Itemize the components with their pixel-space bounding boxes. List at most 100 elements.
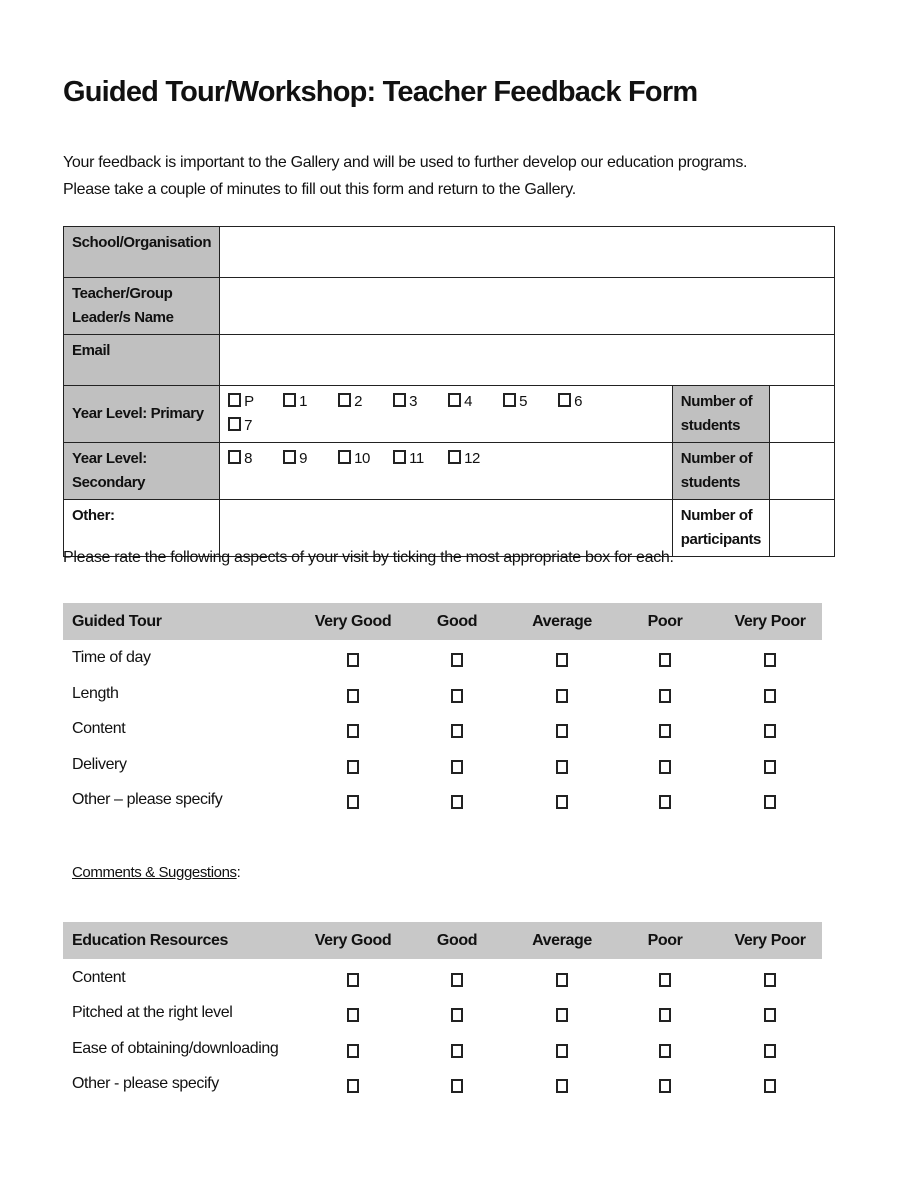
rating-checkbox[interactable] <box>764 653 776 667</box>
rating-checkbox[interactable] <box>659 688 671 703</box>
participants-field[interactable] <box>769 499 835 557</box>
rating-checkbox[interactable] <box>659 1043 671 1058</box>
checkbox[interactable] <box>228 450 242 464</box>
rating-checkbox[interactable] <box>659 653 671 667</box>
checkbox[interactable] <box>228 417 242 431</box>
rating-checkbox[interactable] <box>556 1043 568 1058</box>
email-field[interactable] <box>219 334 835 386</box>
year-level-option[interactable]: 4 <box>448 390 503 414</box>
comments-colon: : <box>236 864 241 881</box>
checkbox[interactable] <box>503 393 517 407</box>
rating-row-label: Other – please specify <box>72 791 223 808</box>
rating-checkbox[interactable] <box>556 1078 568 1093</box>
rating-checkbox[interactable] <box>764 1078 776 1093</box>
year-level-option[interactable]: 9 <box>283 447 338 471</box>
rating-checkbox[interactable] <box>451 759 463 774</box>
checkbox[interactable] <box>283 393 297 407</box>
rating-checkbox[interactable] <box>659 795 671 809</box>
checkbox[interactable] <box>228 393 242 407</box>
rating-checkbox[interactable] <box>764 759 776 774</box>
year-level-option[interactable]: 1 <box>283 390 338 414</box>
rating-checkbox[interactable] <box>451 653 463 667</box>
primary-label: Year Level: Primary <box>62 385 221 443</box>
teacher-field[interactable] <box>219 277 835 335</box>
year-level-option[interactable]: 7 <box>228 414 283 438</box>
rating-checkbox[interactable] <box>451 973 463 987</box>
rating-checkbox[interactable] <box>347 1078 359 1093</box>
rating-checkbox[interactable] <box>556 759 568 774</box>
rating-checkbox[interactable] <box>764 1008 776 1023</box>
rating-checkbox[interactable] <box>347 1008 359 1023</box>
year-level-label: 5 <box>519 393 528 410</box>
rating-checkbox[interactable] <box>659 1008 671 1023</box>
rating-checkbox[interactable] <box>764 688 776 703</box>
year-level-label: 4 <box>464 393 473 410</box>
secondary-num-label: Number of students <box>671 442 771 500</box>
rating-checkbox[interactable] <box>556 1008 568 1023</box>
checkbox[interactable] <box>393 450 407 464</box>
intro-line-2: Please take a couple of minutes to fill … <box>63 181 576 198</box>
rating-checkbox[interactable] <box>347 1043 359 1058</box>
rate-instruction: Please rate the following aspects of you… <box>63 549 674 566</box>
rating-checkbox[interactable] <box>451 1008 463 1023</box>
rating-column-header: Very Poor <box>734 932 806 949</box>
rating-checkbox[interactable] <box>347 724 359 738</box>
primary-levels: P 1 2 3 4 5 6 7 <box>219 385 673 443</box>
year-level-option[interactable]: 6 <box>558 390 613 414</box>
rating-checkbox[interactable] <box>451 724 463 738</box>
rating-checkbox[interactable] <box>659 724 671 738</box>
rating-column-header: Good <box>436 932 478 949</box>
year-level-option[interactable]: 10 <box>338 447 393 471</box>
rating-checkbox[interactable] <box>659 759 671 774</box>
rating-checkbox[interactable] <box>347 973 359 987</box>
year-level-label: 10 <box>354 450 370 467</box>
rating-checkbox[interactable] <box>347 795 359 809</box>
checkbox[interactable] <box>448 393 462 407</box>
rating-checkbox[interactable] <box>451 688 463 703</box>
year-level-option[interactable]: 8 <box>228 447 283 471</box>
rating-header: Guided Tour Very Good Good Average Poor Very … <box>63 603 822 640</box>
checkbox[interactable] <box>393 393 407 407</box>
section-heading: Guided Tour <box>72 613 162 630</box>
rating-checkbox[interactable] <box>764 1043 776 1058</box>
year-level-option[interactable]: P <box>228 390 283 414</box>
year-level-label: 11 <box>409 450 424 467</box>
checkbox[interactable] <box>338 450 352 464</box>
year-level-label: 6 <box>574 393 583 410</box>
year-level-label: 1 <box>299 393 308 410</box>
school-field[interactable] <box>219 226 835 278</box>
rating-checkbox[interactable] <box>764 795 776 809</box>
rating-checkbox[interactable] <box>556 688 568 703</box>
rating-checkbox[interactable] <box>451 795 463 809</box>
year-level-option[interactable]: 11 <box>393 447 448 471</box>
rating-checkbox[interactable] <box>556 973 568 987</box>
rating-row-label: Length <box>72 684 119 702</box>
participants-label: Number of participants <box>671 499 771 557</box>
year-level-option[interactable]: 3 <box>393 390 448 414</box>
checkbox[interactable] <box>338 393 352 407</box>
teacher-label: Teacher/Group Leader/s Name <box>62 277 221 335</box>
rating-checkbox[interactable] <box>347 759 359 774</box>
section-heading: Education Resources <box>72 932 229 949</box>
rating-checkbox[interactable] <box>347 688 359 703</box>
rating-checkbox[interactable] <box>556 653 568 667</box>
other-field[interactable] <box>219 499 673 557</box>
primary-num-field[interactable] <box>769 385 835 443</box>
secondary-num-field[interactable] <box>769 442 835 500</box>
checkbox[interactable] <box>283 450 297 464</box>
rating-checkbox[interactable] <box>451 1078 463 1093</box>
rating-checkbox[interactable] <box>556 795 568 809</box>
rating-checkbox[interactable] <box>451 1043 463 1058</box>
checkbox[interactable] <box>448 450 462 464</box>
year-level-option[interactable]: 2 <box>338 390 393 414</box>
rating-checkbox[interactable] <box>347 653 359 667</box>
rating-checkbox[interactable] <box>659 1078 671 1093</box>
rating-checkbox[interactable] <box>659 973 671 987</box>
rating-checkbox[interactable] <box>764 973 776 987</box>
year-level-option[interactable]: 12 <box>448 447 503 471</box>
year-level-label: 3 <box>409 393 418 410</box>
checkbox[interactable] <box>558 393 572 407</box>
rating-checkbox[interactable] <box>556 724 568 738</box>
rating-checkbox[interactable] <box>764 724 776 738</box>
year-level-option[interactable]: 5 <box>503 390 558 414</box>
